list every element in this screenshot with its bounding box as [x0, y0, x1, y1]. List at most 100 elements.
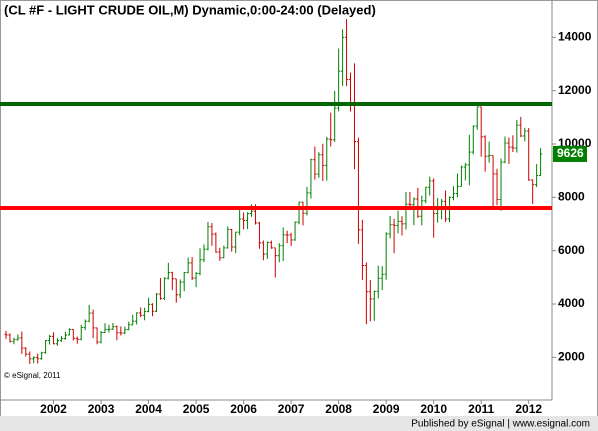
chart-title: (CL #F - LIGHT CRUDE OIL,M) Dynamic,0:00… — [4, 2, 376, 17]
y-tick-label: 14000 — [558, 30, 592, 44]
ohlc-bar — [451, 186, 456, 201]
x-tick-label: 2007 — [278, 402, 305, 416]
x-tick-label: 2006 — [230, 402, 257, 416]
ohlc-bar — [523, 127, 527, 142]
ohlc-bar — [222, 245, 226, 259]
annotation: © eSignal, 2011 — [4, 371, 61, 380]
ohlc-bar — [325, 136, 329, 181]
ohlc-bar — [79, 324, 83, 341]
ohlc-bar — [44, 340, 48, 354]
ohlc-bar — [344, 17, 349, 87]
ohlc-bar — [475, 106, 479, 130]
last-value-label: 9626 — [557, 146, 584, 160]
ohlc-bar — [36, 353, 40, 364]
footer: Published by eSignal | www.esignal.com — [411, 419, 590, 430]
ohlc-bar — [491, 154, 495, 209]
ohlc-bar — [150, 303, 155, 317]
ohlc-bar — [376, 265, 380, 299]
x-tick-label: 2011 — [468, 402, 494, 416]
ohlc-bar — [8, 333, 12, 343]
ohlc-bar — [107, 324, 111, 333]
ohlc-bar — [285, 230, 289, 244]
ohlc-bar — [242, 212, 246, 230]
ohlc-bar — [384, 232, 388, 280]
ohlc-bar — [103, 323, 107, 334]
ohlc-bar — [467, 134, 471, 186]
ohlc-bar — [245, 212, 250, 230]
ohlc-bar — [511, 135, 515, 152]
ohlc-bar — [479, 106, 483, 157]
x-tick-label: 2002 — [40, 402, 67, 416]
ohlc-bar — [535, 164, 539, 188]
ohlc-bar — [162, 277, 166, 300]
ohlc-bar — [91, 309, 95, 339]
ohlc-bar — [420, 195, 424, 226]
ohlc-bar — [190, 257, 194, 280]
last-value-box — [553, 145, 587, 162]
ohlc-bar — [83, 319, 87, 331]
ohlc-bar — [16, 334, 20, 341]
ohlc-bar — [24, 347, 28, 357]
ohlc-bar — [158, 278, 163, 300]
ohlc-bar — [63, 331, 67, 340]
ohlc-bar — [428, 176, 432, 196]
ohlc-bar — [40, 351, 44, 360]
ohlc-bar — [67, 328, 71, 336]
ohlc-bar — [202, 244, 206, 263]
ohlc-bar — [87, 304, 91, 323]
y-tick-label: 4000 — [558, 296, 585, 310]
ohlc-bar — [99, 330, 103, 344]
ohlc-bar — [483, 135, 487, 172]
ohlc-bar — [289, 232, 293, 246]
y-tick-label: 8000 — [558, 190, 585, 204]
ohlc-bar — [487, 141, 491, 163]
ohlc-bar — [139, 307, 143, 318]
ohlc-bar — [182, 272, 186, 292]
ohlc-bar — [214, 232, 218, 253]
ohlc-bar — [119, 326, 123, 336]
ohlc-bar — [265, 241, 269, 259]
ohlc-bar — [4, 330, 8, 339]
ohlc-bar — [186, 257, 190, 274]
ohlc-bar — [301, 201, 305, 226]
x-tick-label: 2012 — [515, 402, 542, 416]
ohlc-bar — [507, 137, 511, 164]
ohlc-bar — [495, 168, 499, 206]
y-tick-label: 12000 — [558, 83, 592, 97]
ohlc-bar — [313, 146, 317, 180]
ohlc-bar — [71, 328, 75, 341]
ohlc-bar — [95, 327, 99, 345]
ohlc-bar — [210, 222, 214, 246]
ohlc-bar — [309, 158, 313, 199]
ohlc-bar — [234, 231, 238, 254]
ohlc-bar — [28, 351, 32, 364]
x-tick-label: 2009 — [373, 402, 400, 416]
ohlc-bar — [400, 216, 404, 236]
ohlc-bar — [515, 120, 519, 153]
ohlc-bar — [519, 116, 523, 138]
ohlc-bar — [293, 221, 297, 241]
ohlc-bar — [143, 307, 147, 321]
ohlc-bar — [396, 210, 400, 234]
x-tick-label: 2003 — [88, 402, 115, 416]
ohlc-bar — [55, 338, 60, 346]
ohlc-bar — [146, 297, 151, 313]
ohlc-bar — [277, 243, 281, 263]
ohlc-bar — [59, 336, 64, 342]
ohlc-bar — [333, 90, 337, 142]
ohlc-bar — [364, 262, 368, 325]
ohlc-bar — [75, 336, 79, 344]
ohlc-bar — [539, 148, 543, 176]
ohlc-bar — [305, 186, 309, 216]
ohlc-bar — [368, 280, 372, 322]
ohlc-bar — [455, 173, 460, 198]
ohlc-bar — [238, 209, 242, 236]
ohlc-bar — [527, 128, 531, 181]
ohlc-bar — [51, 332, 56, 345]
ohlc-bar — [257, 221, 262, 249]
ohlc-bar — [317, 152, 321, 178]
ohlc-bar — [170, 271, 174, 291]
ohlc-bar — [321, 143, 325, 182]
y-tick-label: 6000 — [558, 243, 585, 257]
ohlc-bar — [471, 125, 475, 155]
